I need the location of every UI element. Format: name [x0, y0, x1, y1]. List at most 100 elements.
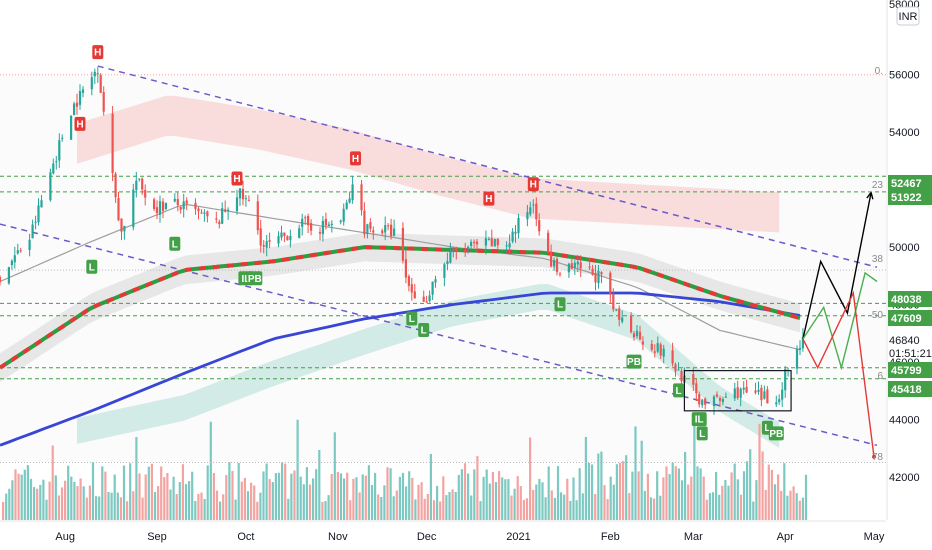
candle-body	[75, 102, 79, 107]
candle-body	[781, 389, 784, 400]
volume-bar	[665, 466, 668, 520]
currency-label: INR	[899, 11, 918, 23]
volume-bar	[23, 469, 26, 520]
volume-bar	[591, 464, 594, 520]
candle-body	[662, 348, 665, 357]
currency-badge-box[interactable]	[896, 6, 920, 26]
volume-bar	[662, 477, 665, 520]
candle-body	[73, 103, 76, 116]
candle-body	[775, 402, 778, 405]
candle-body	[677, 369, 680, 371]
volume-bar	[659, 495, 662, 520]
volume-bar	[742, 471, 746, 520]
candle-body	[262, 245, 265, 247]
candle-body	[547, 232, 550, 253]
candle-body	[7, 267, 10, 284]
candle-body	[404, 259, 407, 278]
candle-body	[594, 272, 597, 283]
candle-body	[221, 208, 224, 224]
candle-body	[310, 223, 313, 231]
candle-body	[360, 184, 363, 211]
volume-bar	[755, 480, 758, 520]
price-tag: 45418	[888, 381, 932, 397]
volume-bar	[287, 498, 290, 520]
volume-bar	[532, 489, 535, 520]
volume-bar	[432, 500, 436, 520]
volume-bar	[200, 492, 203, 520]
candle-body	[102, 92, 105, 112]
volume-bar	[625, 455, 628, 520]
candle-body	[511, 231, 514, 242]
volume-bar	[11, 480, 14, 520]
volume-bar	[138, 473, 141, 520]
volume-bar	[70, 476, 73, 520]
candle-body	[431, 281, 434, 295]
volume-bar	[144, 474, 147, 520]
projection-black-path	[802, 192, 872, 340]
fib-label: 23	[872, 180, 884, 191]
candle-body	[754, 390, 757, 393]
projection-red-end	[872, 454, 877, 459]
high-marker-label: H	[352, 154, 359, 165]
candle-body	[464, 250, 467, 251]
candle-body	[704, 398, 707, 405]
candle-body	[742, 387, 745, 390]
volume-bar	[64, 480, 67, 520]
candle-body	[155, 207, 159, 213]
candle-body	[470, 241, 473, 246]
volume-bar	[761, 451, 764, 520]
shaded-bands	[0, 74, 886, 463]
volume-bar	[501, 477, 504, 520]
volume-bar	[150, 463, 153, 520]
volume-bar	[476, 456, 479, 520]
price-tag-box	[888, 175, 932, 191]
trend-channel	[0, 65, 878, 447]
volume-bar	[361, 474, 364, 520]
volume-bar	[308, 484, 312, 520]
volume-bar	[181, 464, 184, 520]
price-tag-label: 48038	[891, 294, 922, 306]
volume-bar	[420, 482, 423, 520]
low-marker-box	[691, 412, 707, 427]
volume-bar	[470, 495, 473, 520]
price-tag: 46840	[889, 335, 920, 347]
range-box	[683, 370, 792, 412]
price-tag-label: 52467	[891, 178, 922, 190]
candle-body	[283, 232, 286, 236]
candle-body	[484, 238, 487, 246]
volume-bar	[550, 490, 553, 520]
volume-bar	[281, 462, 284, 520]
volume-bar	[498, 471, 501, 520]
candle-body	[505, 245, 508, 247]
volume-bar	[370, 485, 374, 520]
volume-bar	[188, 481, 191, 520]
volume-bar	[355, 477, 358, 520]
candle-body	[176, 199, 179, 206]
currency-badge[interactable]: INR	[896, 6, 920, 26]
volume-bar	[147, 466, 150, 520]
price-axis[interactable]: 5600054000520005000048000460004400042000…	[886, 0, 920, 520]
candle-body	[387, 225, 390, 227]
fib-label: 38	[872, 254, 884, 265]
candle-body	[197, 208, 200, 212]
low-marker-label: L	[421, 326, 427, 337]
candle-body	[591, 268, 594, 275]
volume-bar	[240, 481, 243, 520]
price-tag-label: 46840	[889, 335, 920, 347]
candle-body	[467, 246, 470, 249]
volume-bar	[51, 445, 54, 520]
volume-bar	[463, 463, 467, 520]
low-marker-box	[554, 297, 566, 312]
candle-body	[567, 263, 570, 273]
candle-body	[132, 189, 135, 228]
volume-bar	[274, 473, 277, 520]
volume-bar	[718, 494, 721, 520]
time-tick: Mar	[684, 531, 703, 543]
volume-bar	[318, 450, 321, 520]
volume-bar	[541, 482, 544, 520]
candle-body	[34, 221, 37, 223]
time-axis[interactable]: Aug Sep Oct Nov Dec 2021 Feb Mar Apr May	[0, 520, 886, 543]
volume-bar	[767, 464, 770, 520]
volume-bar	[169, 489, 172, 520]
